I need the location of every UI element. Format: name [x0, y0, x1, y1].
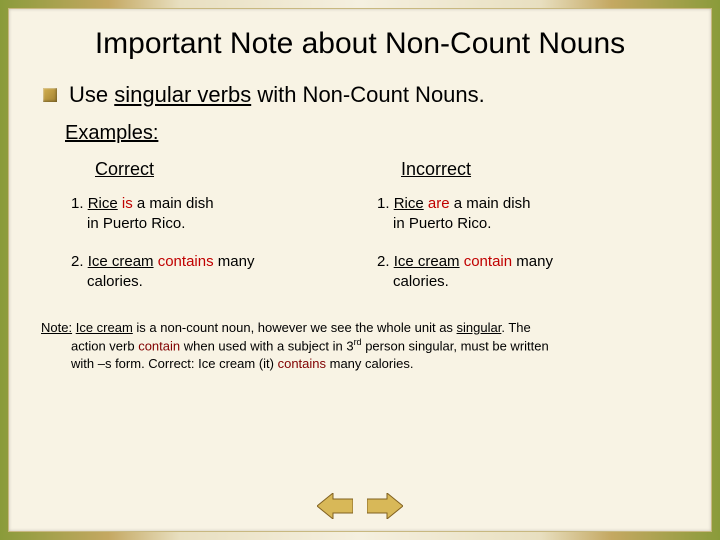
bullet-icon: [43, 88, 57, 102]
main-emphasis: singular verbs: [114, 82, 251, 107]
examples-columns: Correct 1. Rice is a main dish in Puerto…: [71, 159, 683, 311]
note-block: Note: Ice cream is a non-count noun, how…: [37, 319, 683, 373]
main-prefix: Use: [69, 82, 114, 107]
prev-arrow-button[interactable]: [317, 493, 353, 519]
incorrect-header: Incorrect: [401, 159, 683, 180]
arrow-left-icon: [317, 493, 353, 519]
next-arrow-button[interactable]: [367, 493, 403, 519]
note-line3: with –s form. Correct: Ice cream (it) co…: [71, 355, 683, 373]
examples-label: Examples:: [65, 122, 683, 145]
correct-column: Correct 1. Rice is a main dish in Puerto…: [71, 159, 377, 311]
slide-title: Important Note about Non-Count Nouns: [37, 27, 683, 62]
slide-content: Important Note about Non-Count Nouns Use…: [8, 8, 712, 532]
note-label: Note:: [41, 320, 72, 335]
main-bullet-row: Use singular verbs with Non-Count Nouns.: [37, 82, 683, 108]
slide-frame: Important Note about Non-Count Nouns Use…: [0, 0, 720, 540]
incorrect-example-1: 1. Rice are a main dish in Puerto Rico.: [377, 194, 683, 235]
main-suffix: with Non-Count Nouns.: [251, 82, 485, 107]
main-sentence: Use singular verbs with Non-Count Nouns.: [69, 82, 485, 108]
arrow-right-icon: [367, 493, 403, 519]
correct-example-2: 2. Ice cream contains many calories.: [71, 252, 377, 293]
incorrect-example-2: 2. Ice cream contain many calories.: [377, 252, 683, 293]
incorrect-column: Incorrect 1. Rice are a main dish in Pue…: [377, 159, 683, 311]
note-line2: action verb contain when used with a sub…: [71, 336, 683, 355]
correct-example-1: 1. Rice is a main dish in Puerto Rico.: [71, 194, 377, 235]
correct-header: Correct: [95, 159, 377, 180]
nav-arrows: [317, 493, 403, 519]
